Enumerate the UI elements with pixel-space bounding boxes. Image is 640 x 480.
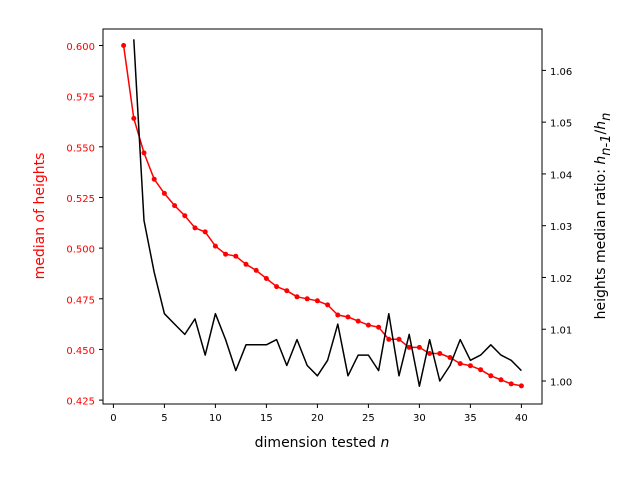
median-heights-point [396, 336, 402, 342]
median-heights-point [478, 367, 484, 373]
x-tick-label: 15 [260, 413, 273, 424]
x-axis-title-var: n [380, 435, 389, 451]
x-axis-title: dimension tested n [255, 435, 390, 451]
median-heights-point [233, 253, 239, 259]
left-tick-label: 0.600 [66, 42, 95, 53]
left-tick-label: 0.575 [66, 93, 95, 104]
median-heights-point [314, 298, 320, 304]
median-heights-line [122, 45, 522, 387]
right-tick-label: 1.05 [550, 119, 572, 130]
plot-area [103, 29, 542, 404]
median-heights-point [253, 267, 259, 273]
x-axis-ticks: 0 5 10 15 20 25 30 35 40 [110, 404, 528, 424]
median-heights-point [365, 322, 371, 328]
median-heights-point [376, 324, 382, 330]
left-tick-label: 0.500 [66, 245, 95, 256]
median-heights-point [131, 115, 137, 121]
x-tick-label: 40 [515, 413, 528, 424]
x-axis-title-main: dimension tested [255, 435, 381, 451]
median-heights-point [121, 43, 127, 48]
right-tick-label: 1.02 [550, 274, 572, 285]
median-heights-point [355, 318, 361, 324]
series-median-heights [121, 43, 524, 389]
x-tick-label: 10 [209, 413, 222, 424]
x-tick-label: 35 [464, 413, 477, 424]
x-tick-label: 5 [161, 413, 167, 424]
right-tick-label: 1.06 [550, 67, 572, 78]
right-tick-label: 1.01 [550, 326, 572, 337]
right-tick-label: 1.04 [550, 170, 572, 181]
right-axis-title-text: / [593, 130, 609, 135]
left-axis-ticks: 0.425 0.450 0.475 0.500 0.525 0.550 0.575 0.600 [66, 42, 103, 408]
left-tick-label: 0.450 [66, 346, 95, 357]
median-heights-point [141, 150, 147, 156]
median-heights-point [172, 203, 178, 209]
median-heights-point [508, 381, 514, 387]
median-heights-point [406, 344, 412, 350]
median-heights-point [498, 377, 504, 383]
x-tick-label: 0 [110, 413, 116, 424]
median-heights-point [345, 314, 351, 320]
right-axis-title-subscript: n-1 [599, 135, 614, 156]
median-heights-point [467, 363, 473, 369]
right-axis-title-var: h [593, 156, 609, 165]
median-heights-point [304, 296, 310, 302]
left-tick-label: 0.525 [66, 194, 95, 205]
left-tick-label: 0.475 [66, 295, 95, 306]
median-heights-point [212, 243, 218, 249]
median-heights-point [447, 355, 453, 360]
median-heights-point [416, 344, 422, 350]
x-tick-label: 20 [311, 413, 324, 424]
median-heights-point [294, 294, 300, 300]
median-heights-point [284, 288, 290, 294]
right-tick-label: 1.03 [550, 222, 572, 233]
left-axis-title: median of heights [32, 153, 48, 280]
median-heights-point [151, 176, 157, 182]
median-ratio-line [133, 39, 522, 387]
median-heights-point [335, 312, 341, 318]
series-median-ratio [133, 39, 522, 387]
right-axis-title-var: h [593, 121, 609, 130]
median-heights-point [243, 261, 249, 267]
right-axis-ticks: 1.00 1.01 1.02 1.03 1.04 1.05 1.06 [542, 67, 572, 389]
median-heights-point [488, 373, 494, 379]
median-heights-point [223, 251, 229, 257]
median-heights-point [192, 225, 198, 231]
median-heights-point [386, 336, 392, 342]
median-heights-point [263, 276, 269, 281]
plot-frame [102, 28, 543, 405]
right-axis-title-subscript: n [599, 113, 614, 121]
median-heights-point [437, 351, 443, 356]
right-axis-title-text: heights median ratio: [593, 165, 609, 320]
median-heights-point [518, 383, 524, 389]
right-tick-label: 1.00 [550, 378, 572, 389]
left-tick-label: 0.425 [66, 397, 95, 408]
median-heights-point [161, 190, 167, 196]
right-axis-title: heights median ratio: hn-1​/hn​ [593, 113, 614, 320]
left-tick-label: 0.550 [66, 143, 95, 154]
x-tick-label: 30 [413, 413, 426, 424]
median-heights-point [182, 213, 188, 219]
x-tick-label: 25 [362, 413, 375, 424]
median-heights-point [427, 351, 433, 356]
median-heights-point [325, 302, 331, 308]
median-heights-point [457, 361, 463, 367]
median-heights-point [202, 229, 208, 235]
median-heights-point [274, 284, 280, 290]
